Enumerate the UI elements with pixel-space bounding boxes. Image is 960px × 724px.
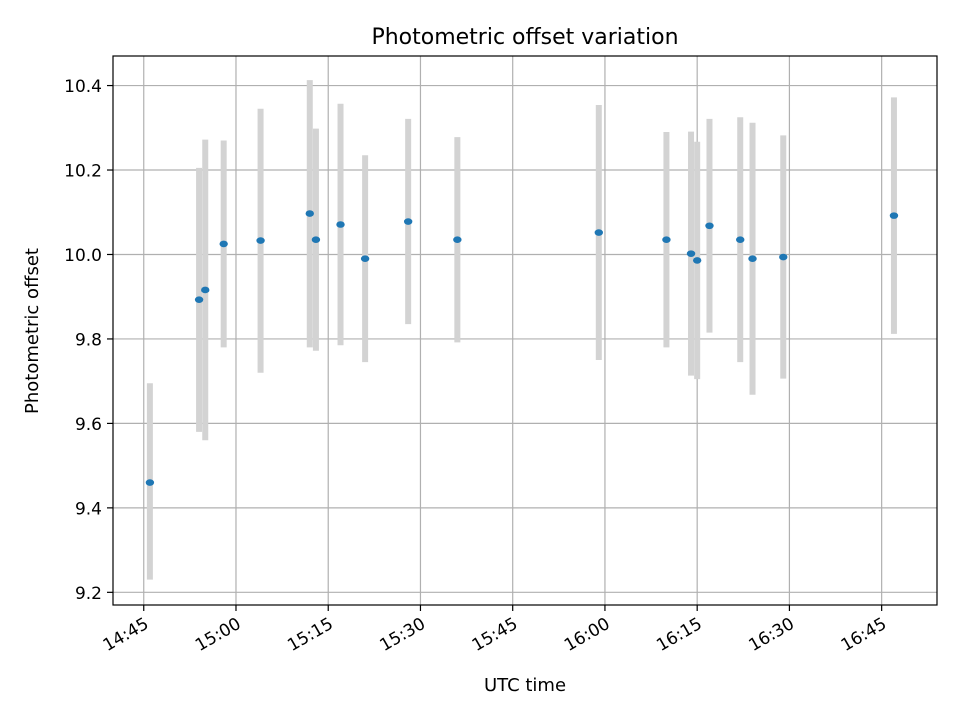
y-tick-label: 9.4 [75, 499, 102, 519]
data-point [403, 218, 413, 225]
data-point [705, 222, 714, 230]
data-point [686, 250, 696, 257]
data-point [305, 210, 314, 217]
data-point [256, 237, 265, 244]
data-point [736, 236, 745, 244]
y-tick-label: 9.2 [75, 584, 102, 604]
chart-title: Photometric offset variation [371, 25, 678, 50]
x-axis-label: UTC time [484, 675, 566, 696]
y-tick-label: 9.6 [75, 415, 102, 435]
y-axis-label: Photometric offset [22, 248, 43, 414]
data-point [360, 255, 370, 263]
grid [113, 56, 937, 605]
y-tick-label: 10.0 [64, 246, 102, 266]
data-point [594, 229, 603, 236]
data-point [779, 253, 788, 261]
data-point [336, 221, 345, 228]
y-tick-label: 9.8 [75, 330, 102, 350]
data-point [889, 212, 899, 219]
data-point [311, 236, 321, 244]
data-point [201, 286, 210, 294]
y-tick-label: 10.2 [64, 162, 102, 182]
data-point [748, 255, 757, 263]
data-point [692, 257, 702, 264]
data-point [145, 479, 155, 486]
plot-frame [112, 55, 938, 606]
plot-area [113, 56, 937, 605]
y-axis: 9.2 9.4 9.6 9.8 10.0 10.2 10.4 [64, 77, 113, 604]
y-tick-label: 10.4 [64, 77, 102, 97]
data-point [453, 236, 462, 244]
data-points [145, 210, 899, 486]
data-point [219, 240, 228, 248]
data-point [194, 296, 204, 303]
data-point [662, 236, 671, 244]
